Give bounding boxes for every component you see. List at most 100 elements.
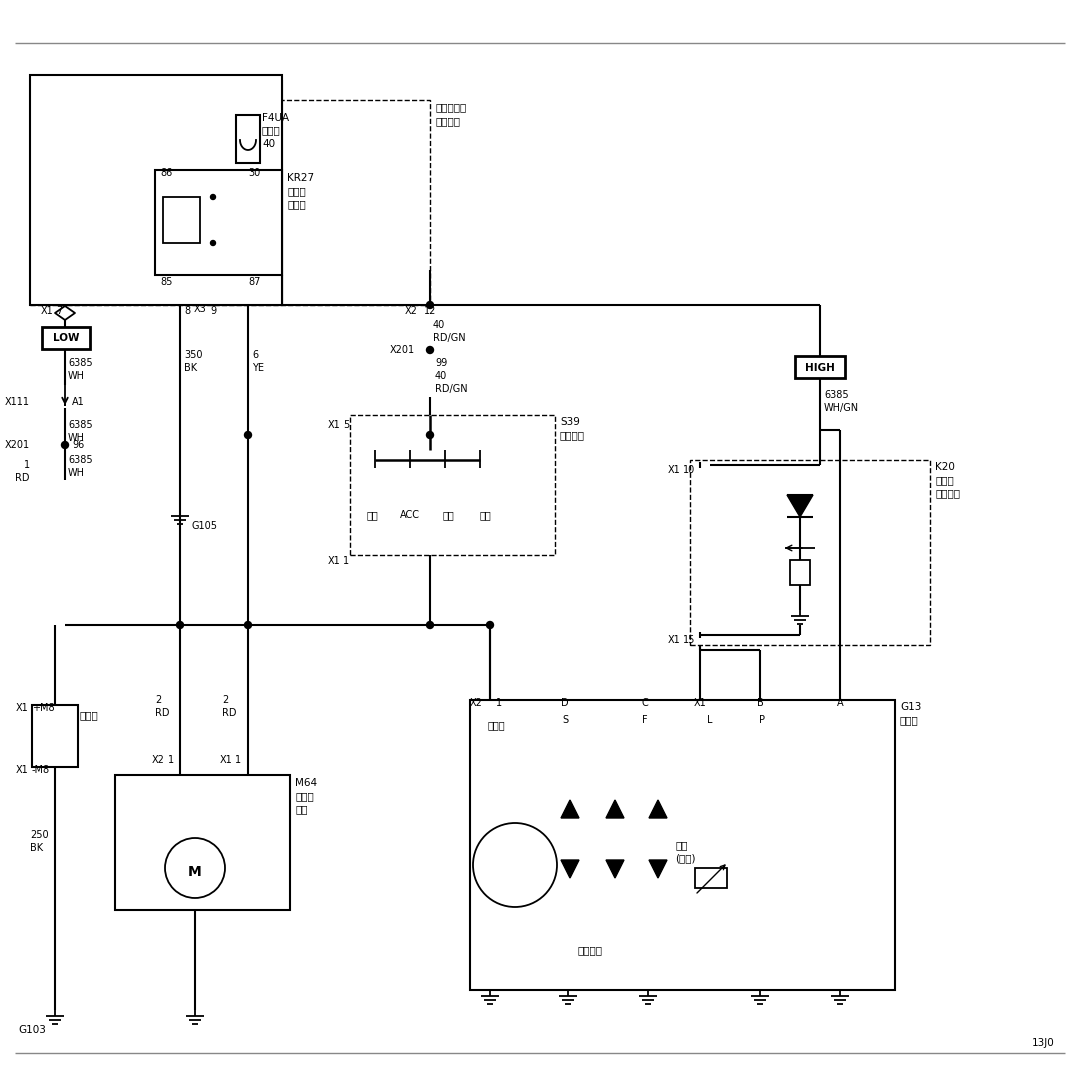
Text: 点火开关: 点火开关 — [561, 430, 585, 440]
Bar — [163, 197, 200, 243]
Text: 6385: 6385 — [824, 389, 849, 400]
Text: 96: 96 — [72, 440, 84, 449]
Text: 85: 85 — [160, 277, 173, 287]
Circle shape — [486, 622, 494, 628]
Text: 1: 1 — [24, 460, 30, 470]
Text: 起动: 起动 — [480, 509, 491, 520]
Bar — [114, 775, 291, 910]
Text: 15: 15 — [683, 635, 696, 645]
Text: 保险丝: 保险丝 — [262, 125, 281, 135]
Bar — [350, 415, 555, 555]
Bar — [696, 868, 727, 888]
Text: F: F — [643, 715, 648, 726]
Circle shape — [427, 432, 433, 439]
Polygon shape — [649, 800, 667, 818]
Text: RD/GN: RD/GN — [433, 333, 465, 343]
Text: 87: 87 — [248, 277, 260, 287]
Text: ACC: ACC — [400, 509, 420, 520]
Text: X1: X1 — [327, 420, 340, 430]
Text: 6385: 6385 — [68, 455, 93, 465]
Circle shape — [244, 622, 252, 628]
Text: 250: 250 — [30, 830, 49, 840]
Text: 7: 7 — [56, 305, 63, 316]
Bar — [237, 115, 260, 163]
Text: HIGH: HIGH — [805, 363, 835, 373]
Text: X2: X2 — [152, 755, 165, 765]
Text: X1: X1 — [667, 465, 680, 475]
Text: 40: 40 — [435, 371, 447, 381]
Text: 发动机: 发动机 — [295, 791, 314, 801]
Text: P: P — [759, 715, 765, 726]
Text: X111: X111 — [5, 397, 30, 407]
Text: X1: X1 — [15, 765, 28, 775]
Text: 12: 12 — [424, 305, 436, 316]
Text: LOW: LOW — [53, 333, 79, 343]
Text: X2: X2 — [405, 305, 418, 316]
Bar — [690, 460, 930, 645]
Text: 99: 99 — [435, 358, 447, 368]
Text: (转子): (转子) — [675, 853, 696, 863]
Text: 发动机: 发动机 — [935, 475, 954, 485]
Circle shape — [211, 194, 216, 200]
Text: WH: WH — [68, 433, 85, 443]
Text: 继电器: 继电器 — [287, 199, 306, 209]
Text: B: B — [757, 698, 764, 708]
Bar — [789, 560, 810, 585]
Circle shape — [244, 432, 252, 439]
Bar — [30, 75, 282, 305]
Bar — [156, 170, 282, 275]
Text: X1: X1 — [327, 556, 340, 566]
Text: X1: X1 — [15, 703, 28, 714]
Bar — [795, 356, 845, 377]
Text: G13: G13 — [900, 702, 921, 712]
Text: 1: 1 — [496, 698, 502, 708]
Text: 蓄电池: 蓄电池 — [80, 710, 98, 720]
Text: 350: 350 — [184, 350, 203, 360]
Text: 30: 30 — [248, 168, 260, 178]
Text: K20: K20 — [935, 461, 955, 472]
Circle shape — [427, 347, 433, 353]
Text: 9: 9 — [210, 305, 216, 316]
Text: 马达: 马达 — [295, 804, 308, 814]
Text: RD/GN: RD/GN — [435, 384, 468, 394]
Text: 2: 2 — [222, 695, 228, 705]
Text: D: D — [562, 698, 569, 708]
Text: 5: 5 — [343, 420, 349, 430]
Text: 2: 2 — [156, 695, 161, 705]
Circle shape — [427, 301, 433, 309]
Text: A1: A1 — [72, 397, 84, 407]
Circle shape — [211, 240, 216, 245]
Text: X1: X1 — [667, 635, 680, 645]
Text: 6: 6 — [252, 350, 258, 360]
Text: 10: 10 — [683, 465, 696, 475]
Text: 锁定: 锁定 — [366, 509, 378, 520]
Text: M: M — [188, 865, 202, 879]
Text: 86: 86 — [160, 168, 172, 178]
Text: 1: 1 — [343, 556, 349, 566]
Text: WH: WH — [68, 371, 85, 381]
Bar — [32, 705, 78, 767]
Text: 1: 1 — [168, 755, 174, 765]
Circle shape — [176, 622, 184, 628]
Text: 磁场: 磁场 — [675, 840, 688, 850]
Text: KR27: KR27 — [287, 173, 314, 183]
Text: YE: YE — [252, 363, 264, 373]
Text: 6385: 6385 — [68, 358, 93, 368]
Polygon shape — [606, 800, 624, 818]
Text: X201: X201 — [5, 440, 30, 449]
Text: X1: X1 — [40, 305, 53, 316]
Polygon shape — [606, 860, 624, 878]
Text: 起动机: 起动机 — [287, 185, 306, 196]
Text: X2: X2 — [470, 698, 483, 708]
Text: 40: 40 — [433, 320, 445, 329]
Text: X201: X201 — [390, 345, 415, 355]
Text: WH/GN: WH/GN — [824, 403, 859, 413]
Text: 蓄电池: 蓄电池 — [488, 720, 505, 730]
Text: S39: S39 — [561, 417, 580, 427]
Circle shape — [427, 622, 433, 628]
Text: 13J0: 13J0 — [1032, 1038, 1055, 1048]
Text: RD: RD — [15, 473, 30, 483]
Text: G105: G105 — [192, 521, 218, 531]
Text: F4UA: F4UA — [262, 113, 289, 123]
Text: BK: BK — [30, 843, 43, 853]
